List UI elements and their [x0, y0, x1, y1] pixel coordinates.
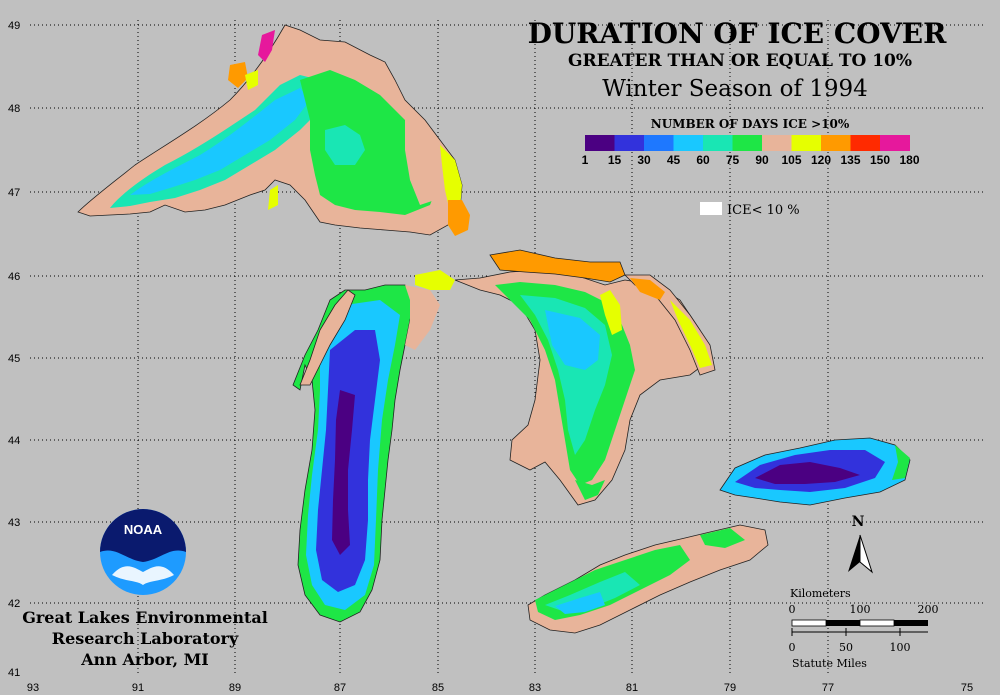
- lat-label: 42: [8, 598, 20, 610]
- scale-bar: [791, 619, 928, 636]
- legend-label: 150: [870, 153, 890, 167]
- lake-huron: [454, 269, 711, 506]
- lon-label: 89: [229, 682, 241, 694]
- legend-label: 90: [755, 153, 769, 167]
- lat-label: 43: [8, 517, 20, 529]
- lon-label: 93: [27, 682, 39, 694]
- mi-tick: 50: [839, 641, 853, 654]
- km-tick: 100: [850, 603, 871, 616]
- legend-swatch: [585, 135, 615, 151]
- scale-km-title: Kilometers: [790, 587, 851, 600]
- legend-label: 120: [811, 153, 831, 167]
- legend-swatch: [644, 135, 674, 151]
- ice-lt-swatch: [700, 202, 722, 215]
- legend-heading: NUMBER OF DAYS ICE >10%: [651, 117, 850, 131]
- legend-swatch: [850, 135, 881, 151]
- scale-mi-ticks: 0 50 100: [789, 641, 911, 654]
- lon-label: 75: [961, 682, 973, 694]
- legend-label: 1: [582, 153, 589, 167]
- lon-label: 77: [822, 682, 834, 694]
- legend-swatch: [673, 135, 704, 151]
- lat-label: 49: [8, 20, 20, 32]
- north-arrow-icon: [848, 534, 874, 574]
- lake-ontario: [719, 437, 911, 506]
- legend-label: 45: [667, 153, 681, 167]
- lake-erie: [527, 524, 769, 634]
- km-tick: 200: [918, 603, 939, 616]
- lake-michigan: [292, 270, 455, 623]
- lat-label: 48: [8, 103, 20, 115]
- legend-label: 105: [781, 153, 801, 167]
- lon-label: 87: [334, 682, 346, 694]
- credit-line-3: Ann Arbor, MI: [80, 650, 209, 669]
- legend-label: 15: [608, 153, 622, 167]
- mi-tick: 0: [789, 641, 796, 654]
- legend-swatch: [732, 135, 763, 151]
- legend-labels: 1 15 30 45 60 75 90 105 120 135 150 180: [582, 153, 920, 167]
- legend-swatch: [791, 135, 822, 151]
- ice-lt-label: ICE< 10 %: [727, 203, 800, 218]
- title-line-3: Winter Season of 1994: [602, 76, 868, 102]
- km-tick: 0: [789, 603, 796, 616]
- noaa-logo-text: NOAA: [124, 522, 163, 537]
- lat-label: 45: [8, 353, 20, 365]
- mi-tick: 100: [890, 641, 911, 654]
- title-line-2: GREATER THAN OR EQUAL TO 10%: [568, 51, 912, 71]
- legend-swatch: [821, 135, 851, 151]
- lon-label: 91: [132, 682, 144, 694]
- longitude-labels: 93 91 89 87 85 83 81 79 77 75: [27, 682, 973, 694]
- north-label: N: [852, 514, 865, 530]
- lon-label: 85: [432, 682, 444, 694]
- legend-label: 75: [726, 153, 740, 167]
- legend-swatch: [880, 135, 910, 151]
- scale-km-ticks: 0 100 200: [789, 603, 939, 616]
- legend-color-bar: [585, 135, 910, 151]
- green-bay: [299, 289, 356, 386]
- legend-swatch: [614, 135, 645, 151]
- latitude-labels: 49 48 47 46 45 44 43 42 41: [8, 20, 20, 679]
- noaa-logo: NOAA: [100, 509, 186, 595]
- north-channel: [489, 249, 716, 376]
- lon-label: 83: [529, 682, 541, 694]
- lat-label: 47: [8, 187, 20, 199]
- legend-swatch: [762, 135, 792, 151]
- lat-label: 46: [8, 271, 20, 283]
- legend-label: 60: [696, 153, 710, 167]
- lon-label: 81: [626, 682, 638, 694]
- credit-line-1: Great Lakes Environmental: [22, 608, 268, 627]
- scale-mi-title: Statute Miles: [792, 657, 867, 670]
- legend-swatch: [703, 135, 733, 151]
- lon-label: 79: [724, 682, 736, 694]
- lat-label: 41: [8, 667, 20, 679]
- lat-label: 44: [8, 435, 20, 447]
- legend-label: 180: [899, 153, 919, 167]
- lake-superior: [77, 24, 470, 236]
- title-line-1: DURATION OF ICE COVER: [528, 17, 948, 50]
- legend-label: 30: [637, 153, 651, 167]
- legend-label: 135: [840, 153, 860, 167]
- credit-line-2: Research Laboratory: [52, 629, 239, 648]
